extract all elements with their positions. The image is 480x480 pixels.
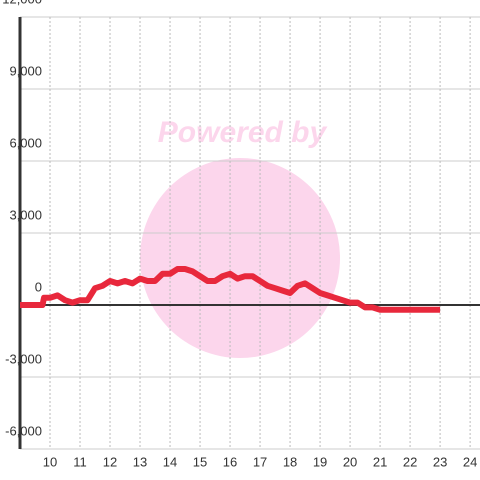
x-tick-label: 11: [73, 454, 87, 469]
x-tick-label: 17: [253, 454, 267, 469]
x-tick-label: 18: [283, 454, 297, 469]
x-tick-label: 12: [103, 454, 117, 469]
watermark-text: Powered by: [158, 116, 328, 149]
x-tick-label: 14: [163, 454, 177, 469]
x-tick-label: 10: [43, 454, 57, 469]
x-tick-label: 24: [463, 454, 477, 469]
y-tick-label: -3,000: [5, 351, 42, 366]
x-tick-label: 16: [223, 454, 237, 469]
x-tick-label: 19: [313, 454, 327, 469]
x-tick-label: 20: [343, 454, 357, 469]
watermark-logo: [140, 158, 340, 358]
y-tick-label: 9,000: [9, 63, 42, 78]
x-tick-label: 13: [133, 454, 147, 469]
x-tick-label: 22: [403, 454, 417, 469]
y-tick-label: -6,000: [5, 423, 42, 438]
x-tick-label: 15: [193, 454, 207, 469]
x-tick-label: 21: [373, 454, 387, 469]
y-tick-label: 12,000: [2, 0, 42, 6]
x-tick-label: 23: [433, 454, 447, 469]
y-tick-label: 6,000: [9, 135, 42, 150]
y-tick-label: 0: [35, 279, 42, 294]
y-tick-label: 3,000: [9, 207, 42, 222]
line: [20, 266, 441, 313]
